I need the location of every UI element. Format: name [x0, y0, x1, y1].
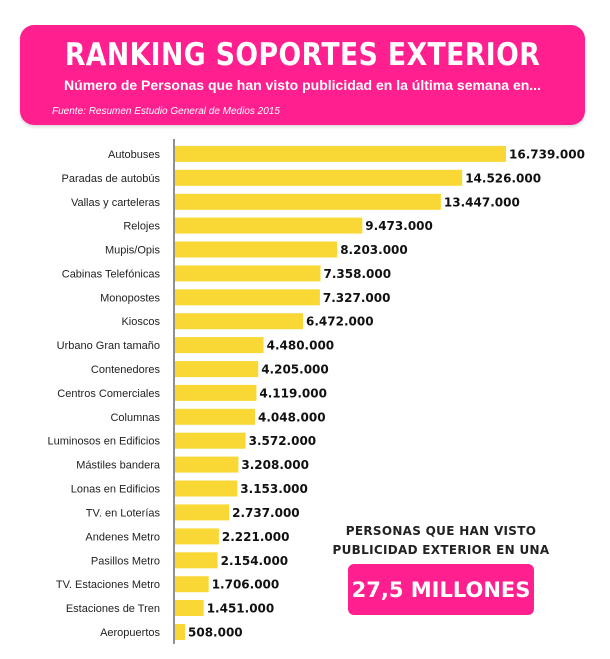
value-label: 3.208.000 [241, 458, 309, 472]
bar [175, 313, 303, 330]
category-label: Aeropuertos [100, 627, 160, 639]
value-label: 508.000 [188, 626, 243, 640]
chart-title: RANKING SOPORTES EXTERIOR [64, 37, 541, 73]
value-label: 4.480.000 [267, 339, 335, 353]
category-label: Kioscos [121, 316, 160, 328]
value-label: 2.221.000 [222, 530, 290, 544]
category-label: Pasillos Metro [91, 555, 160, 567]
bar [175, 528, 219, 545]
bar [175, 361, 259, 378]
value-label: 9.473.000 [365, 219, 433, 233]
value-label: 7.327.000 [323, 291, 391, 305]
category-label: Cabinas Telefónicas [62, 268, 161, 280]
value-label: 7.358.000 [324, 267, 392, 281]
category-label: Monopostes [100, 292, 160, 304]
bar [175, 456, 239, 473]
category-label: Estaciones de Tren [66, 603, 160, 615]
value-label: 4.205.000 [261, 363, 329, 377]
bar [175, 145, 506, 162]
bar [175, 408, 255, 425]
bar [175, 504, 230, 521]
bar [175, 217, 363, 234]
value-label: 4.048.000 [258, 410, 326, 424]
callout-value: 27,5 MILLONES [351, 577, 531, 602]
value-label: 2.154.000 [221, 554, 289, 568]
value-label: 4.119.000 [259, 386, 327, 400]
bar [175, 576, 209, 593]
category-label: Vallas y carteleras [71, 197, 161, 209]
value-label: 6.472.000 [306, 315, 374, 329]
value-label: 1.706.000 [212, 578, 280, 592]
chart-subtitle: Número de Personas que han visto publici… [64, 77, 541, 93]
category-label: Paradas de autobús [62, 173, 161, 185]
bar [175, 289, 320, 306]
value-label: 3.572.000 [249, 434, 317, 448]
value-label: 3.153.000 [240, 482, 308, 496]
source-note: Fuente: Resumen Estudio General de Medio… [52, 106, 280, 117]
callout-value-box: 27,5 MILLONES [348, 564, 534, 615]
category-label: Relojes [123, 221, 160, 233]
bar [175, 600, 204, 616]
value-label: 16.739.000 [509, 147, 585, 161]
category-label: TV. Estaciones Metro [56, 579, 160, 591]
category-label: Columnas [110, 412, 160, 424]
category-label: Centros Comerciales [57, 388, 160, 400]
category-label: Mupis/Opis [105, 245, 161, 257]
bar [175, 193, 441, 210]
bar [175, 480, 238, 497]
value-label: 14.526.000 [465, 171, 541, 185]
category-label: Contenedores [91, 364, 161, 376]
category-label: TV. en Loterías [86, 508, 161, 520]
value-label: 1.451.000 [207, 602, 275, 616]
value-label: 8.203.000 [340, 243, 408, 257]
category-label: Andenes Metro [85, 531, 160, 543]
category-label: Urbano Gran tamaño [57, 340, 160, 352]
bar [175, 384, 257, 401]
bar [175, 241, 338, 258]
category-label: Lonas en Edificios [71, 484, 161, 496]
bar [175, 624, 185, 640]
category-label: Autobuses [108, 149, 160, 161]
value-label: 13.447.000 [444, 195, 520, 209]
value-label: 2.737.000 [232, 506, 300, 520]
category-label: Luminosos en Edificios [47, 436, 160, 448]
bar [175, 265, 321, 282]
bar [175, 432, 246, 449]
header-banner: RANKING SOPORTES EXTERIOR Número de Pers… [20, 25, 585, 125]
bar [175, 169, 463, 186]
bar [175, 337, 264, 354]
bar [175, 552, 218, 569]
category-label: Mástiles bandera [76, 460, 161, 472]
